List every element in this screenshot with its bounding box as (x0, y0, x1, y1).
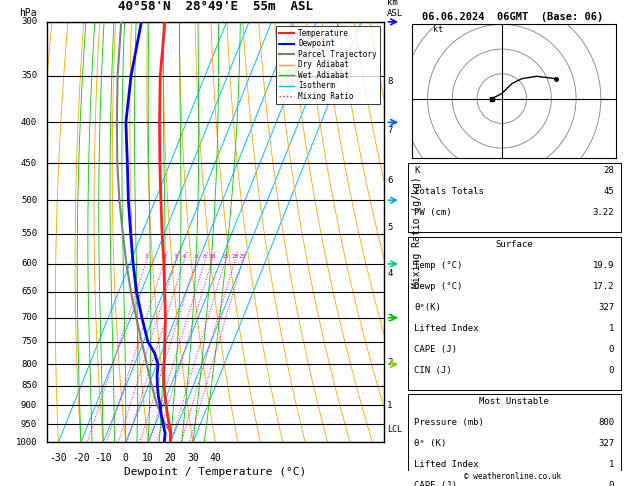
Text: 0: 0 (609, 345, 614, 354)
Text: Most Unstable: Most Unstable (479, 398, 549, 406)
Text: 1: 1 (145, 254, 148, 259)
Text: 600: 600 (21, 260, 37, 268)
Text: 650: 650 (21, 287, 37, 296)
Text: -10: -10 (94, 453, 112, 463)
Text: CAPE (J): CAPE (J) (415, 481, 457, 486)
Text: 450: 450 (21, 159, 37, 168)
Text: © weatheronline.co.uk: © weatheronline.co.uk (464, 472, 561, 481)
Text: 30: 30 (187, 453, 199, 463)
Text: Pressure (mb): Pressure (mb) (415, 418, 484, 427)
Text: -20: -20 (72, 453, 90, 463)
Text: 0: 0 (609, 481, 614, 486)
Text: Dewp (°C): Dewp (°C) (415, 281, 463, 291)
Text: θᵉ (K): θᵉ (K) (415, 439, 447, 448)
Text: CAPE (J): CAPE (J) (415, 345, 457, 354)
Text: 300: 300 (21, 17, 37, 26)
Text: 6: 6 (194, 254, 198, 259)
Text: 400: 400 (21, 118, 37, 127)
Text: 900: 900 (21, 401, 37, 410)
Text: 5: 5 (387, 223, 392, 232)
Text: K: K (415, 166, 420, 175)
Text: 7: 7 (387, 126, 392, 136)
Text: Totals Totals: Totals Totals (415, 187, 484, 196)
Text: θᵉ(K): θᵉ(K) (415, 303, 442, 312)
Text: 850: 850 (21, 381, 37, 390)
Legend: Temperature, Dewpoint, Parcel Trajectory, Dry Adiabat, Wet Adiabat, Isotherm, Mi: Temperature, Dewpoint, Parcel Trajectory… (276, 26, 380, 104)
Text: 17.2: 17.2 (593, 281, 614, 291)
Text: Mixing Ratio (g/kg): Mixing Ratio (g/kg) (413, 176, 422, 288)
Text: 3: 3 (174, 254, 177, 259)
Text: 750: 750 (21, 337, 37, 347)
Text: 2: 2 (387, 358, 392, 366)
Text: 20: 20 (231, 254, 238, 259)
Text: 550: 550 (21, 229, 37, 238)
Text: 25: 25 (239, 254, 247, 259)
Text: 4: 4 (387, 269, 392, 278)
Text: 350: 350 (21, 71, 37, 80)
Text: 800: 800 (598, 418, 614, 427)
Text: 0: 0 (123, 453, 129, 463)
Text: 6: 6 (387, 175, 392, 185)
Text: LCL: LCL (387, 425, 402, 434)
Text: 2: 2 (163, 254, 166, 259)
Text: kt: kt (433, 25, 443, 34)
Text: 500: 500 (21, 196, 37, 205)
Text: 950: 950 (21, 420, 37, 429)
Text: 20: 20 (165, 453, 177, 463)
Text: 15: 15 (221, 254, 229, 259)
Text: 4: 4 (182, 254, 186, 259)
Text: 8: 8 (387, 77, 392, 86)
Text: 700: 700 (21, 313, 37, 322)
Text: 1000: 1000 (16, 438, 37, 447)
Text: Surface: Surface (496, 240, 533, 249)
Text: 800: 800 (21, 360, 37, 369)
Text: 45: 45 (603, 187, 614, 196)
Text: 0: 0 (609, 365, 614, 375)
Text: 1: 1 (609, 460, 614, 469)
Text: Lifted Index: Lifted Index (415, 324, 479, 332)
Text: -30: -30 (50, 453, 67, 463)
Text: CIN (J): CIN (J) (415, 365, 452, 375)
Text: 19.9: 19.9 (593, 260, 614, 270)
Text: 10: 10 (142, 453, 154, 463)
Text: 327: 327 (598, 303, 614, 312)
Text: km
ASL: km ASL (387, 0, 403, 17)
Text: 10: 10 (208, 254, 216, 259)
Text: 3.22: 3.22 (593, 208, 614, 217)
Text: hPa: hPa (19, 8, 37, 17)
Text: 40°58'N  28°49'E  55m  ASL: 40°58'N 28°49'E 55m ASL (118, 0, 313, 14)
Text: PW (cm): PW (cm) (415, 208, 452, 217)
Text: 1: 1 (387, 400, 392, 410)
Text: Temp (°C): Temp (°C) (415, 260, 463, 270)
Text: 8: 8 (203, 254, 207, 259)
Text: 3: 3 (387, 314, 392, 323)
Text: 327: 327 (598, 439, 614, 448)
Text: 28: 28 (603, 166, 614, 175)
Text: Dewpoint / Temperature (°C): Dewpoint / Temperature (°C) (125, 468, 306, 477)
Text: 06.06.2024  06GMT  (Base: 06): 06.06.2024 06GMT (Base: 06) (422, 12, 603, 22)
Text: Lifted Index: Lifted Index (415, 460, 479, 469)
Text: 40: 40 (209, 453, 221, 463)
Text: 1: 1 (609, 324, 614, 332)
